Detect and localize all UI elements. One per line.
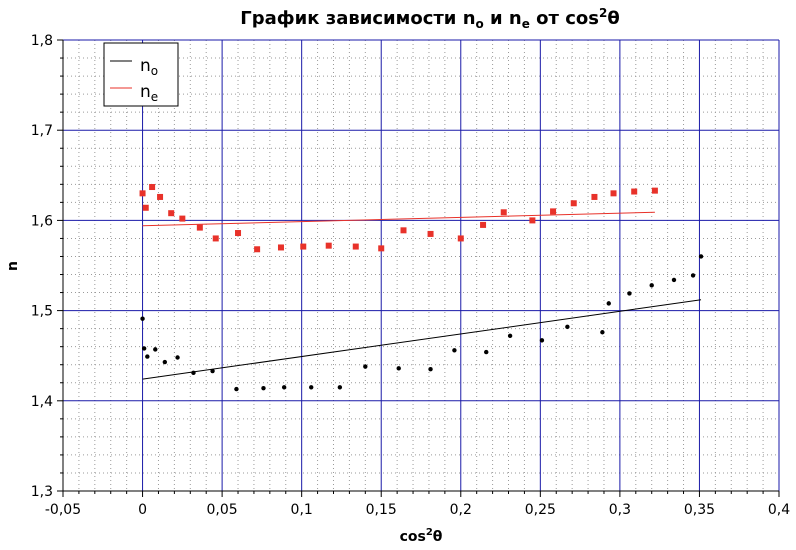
point-no <box>606 301 611 306</box>
point-no <box>191 370 196 376</box>
point-ne <box>300 243 307 250</box>
point-no <box>565 324 570 330</box>
point-no <box>281 385 287 390</box>
point-ne <box>631 188 638 195</box>
point-no <box>363 364 368 369</box>
legend-label-ne: ne <box>140 82 158 104</box>
x-tick-label: 0,25 <box>525 502 556 518</box>
point-no <box>162 359 168 365</box>
data-points <box>139 184 704 392</box>
x-tick-label: 0,05 <box>207 502 238 518</box>
point-no <box>452 348 457 353</box>
chart-title: График зависимости no и ne от cos2θ <box>240 6 619 31</box>
point-no <box>234 386 239 392</box>
point-ne <box>610 190 617 197</box>
point-ne <box>651 187 658 194</box>
legend-box <box>103 42 179 107</box>
point-ne <box>570 200 577 207</box>
legend-label-no: no <box>140 56 158 78</box>
point-ne <box>378 245 385 252</box>
point-ne <box>427 230 434 237</box>
point-no <box>261 385 266 391</box>
fit-lines <box>142 211 702 380</box>
fit-line-no <box>142 299 702 380</box>
point-no <box>396 366 401 371</box>
x-tick-label: 0,15 <box>366 502 397 518</box>
point-ne <box>139 190 146 197</box>
point-no <box>140 316 145 321</box>
point-ne <box>157 193 164 200</box>
x-tick-label: 0,2 <box>450 502 472 518</box>
point-no <box>141 346 147 351</box>
point-ne <box>179 215 186 222</box>
point-ne <box>500 209 507 216</box>
point-ne <box>325 242 332 249</box>
x-tick-label: 0 <box>138 502 147 518</box>
x-tick-label: 0,3 <box>609 502 631 518</box>
point-no <box>175 355 180 360</box>
x-tick-label: 0,1 <box>291 502 313 518</box>
x-tick-label: 0,35 <box>684 502 715 518</box>
point-no <box>507 333 513 339</box>
point-ne <box>142 204 149 211</box>
point-no <box>428 367 433 372</box>
point-no <box>337 385 343 390</box>
tick-labels: -0,05 0 0,05 0,1 0,15 0,2 0,25 0,3 0,35 0,4 1,3 1,4… <box>31 33 790 518</box>
point-ne <box>254 246 261 253</box>
point-ne <box>550 208 557 215</box>
legend: no ne <box>103 42 179 107</box>
point-ne <box>591 193 598 200</box>
point-ne <box>149 184 156 191</box>
point-ne <box>480 221 487 228</box>
point-ne <box>529 217 536 224</box>
point-no <box>698 254 704 259</box>
point-no <box>153 347 158 352</box>
fit-line-ne <box>142 211 655 227</box>
y-tick-label: 1,7 <box>31 123 53 139</box>
point-no <box>309 385 314 390</box>
point-ne <box>212 235 219 242</box>
point-ne <box>168 210 175 217</box>
x-axis-label: cos2θ <box>400 527 443 545</box>
point-ne <box>235 230 242 237</box>
y-tick-label: 1,6 <box>31 213 53 229</box>
point-no <box>671 277 677 283</box>
x-tick-label: 0,4 <box>768 502 790 518</box>
point-no <box>627 291 632 296</box>
point-ne <box>196 224 203 231</box>
point-no <box>600 330 605 335</box>
point-no <box>484 349 489 355</box>
grid <box>63 39 780 491</box>
point-no <box>539 338 545 343</box>
point-no <box>145 354 150 359</box>
point-no <box>690 273 696 278</box>
point-no <box>649 283 654 288</box>
y-tick-label: 1,3 <box>31 484 53 500</box>
y-tick-label: 1,8 <box>31 33 53 49</box>
point-ne <box>352 243 359 250</box>
y-axis-label: n <box>5 261 21 271</box>
point-ne <box>277 244 284 251</box>
point-ne <box>400 227 407 234</box>
point-ne <box>457 235 464 242</box>
x-tick-label: -0,05 <box>45 502 81 518</box>
point-no <box>210 368 215 374</box>
y-tick-label: 1,4 <box>31 394 53 410</box>
y-tick-label: 1,5 <box>31 304 53 320</box>
axes <box>57 39 780 497</box>
